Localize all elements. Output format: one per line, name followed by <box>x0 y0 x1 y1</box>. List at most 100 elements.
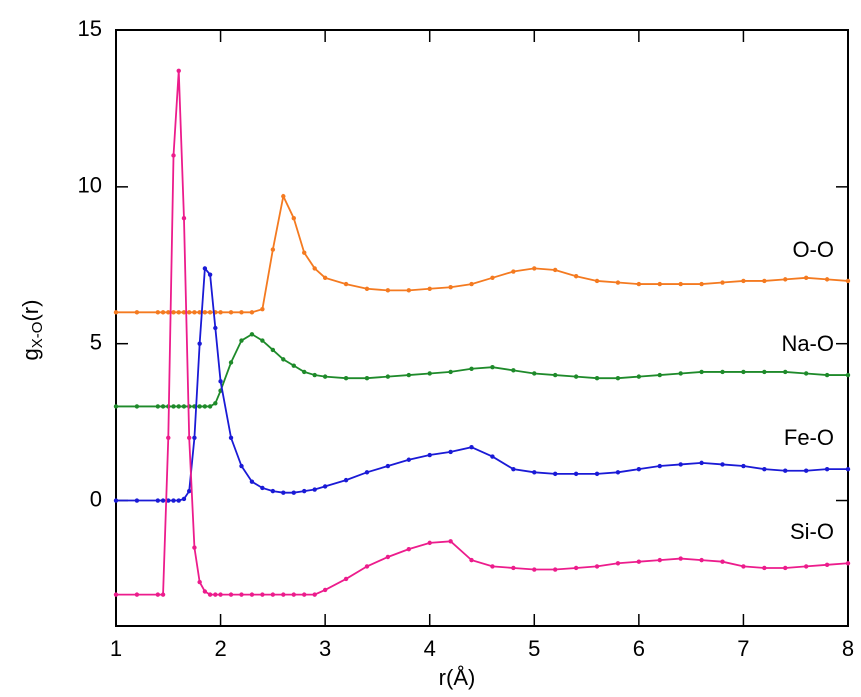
data-point <box>511 368 516 373</box>
data-point <box>202 404 208 409</box>
plot-frame <box>115 29 849 627</box>
data-point <box>160 592 166 597</box>
data-point <box>181 404 187 409</box>
data-point <box>197 310 202 315</box>
data-point <box>427 286 432 291</box>
data-point <box>113 404 119 409</box>
data-point <box>783 369 788 375</box>
data-point <box>312 266 317 271</box>
data-point <box>239 592 244 597</box>
data-point <box>171 153 176 158</box>
data-point <box>260 338 265 343</box>
x-tick-label: 3 <box>319 636 331 661</box>
data-point <box>594 471 600 477</box>
data-point <box>720 369 725 375</box>
data-point <box>448 369 453 375</box>
data-point <box>312 592 317 597</box>
data-point <box>281 357 286 362</box>
data-point <box>385 463 391 469</box>
data-point <box>532 567 537 572</box>
data-point <box>803 564 809 569</box>
data-point <box>490 564 495 569</box>
data-point <box>615 375 621 381</box>
data-point <box>364 375 370 381</box>
data-point <box>281 490 286 495</box>
data-point <box>469 366 474 371</box>
data-point <box>202 589 208 594</box>
data-point <box>490 454 495 459</box>
data-point <box>573 471 579 477</box>
data-point <box>511 269 516 274</box>
data-point <box>202 310 208 315</box>
data-point <box>783 565 788 571</box>
data-point <box>197 404 202 409</box>
data-point <box>490 275 495 281</box>
data-point <box>207 310 213 315</box>
data-point <box>270 347 276 353</box>
data-point <box>260 306 265 312</box>
series-line <box>116 333 848 408</box>
data-point <box>615 280 621 285</box>
data-point <box>594 375 600 381</box>
data-point <box>207 404 213 409</box>
series-line <box>116 70 849 596</box>
data-point <box>803 371 809 376</box>
data-point <box>312 487 317 492</box>
data-point <box>218 592 223 597</box>
data-point <box>406 546 411 552</box>
data-point <box>845 466 851 472</box>
data-point <box>532 470 537 475</box>
data-point <box>636 281 642 287</box>
data-point <box>176 310 181 315</box>
x-tick-label: 8 <box>842 636 854 661</box>
data-point <box>741 463 746 469</box>
y-tick-label: 0 <box>90 486 102 511</box>
data-point <box>762 565 767 571</box>
data-point <box>213 592 218 597</box>
x-tick-label: 4 <box>424 636 436 661</box>
data-point <box>187 310 192 315</box>
data-point <box>553 267 558 273</box>
data-point <box>469 445 474 450</box>
series-label: Fe-O <box>784 425 834 450</box>
data-point <box>176 404 181 409</box>
y-tick-label: 5 <box>90 329 102 354</box>
data-point <box>553 471 558 477</box>
data-point <box>385 288 391 293</box>
data-point <box>113 498 119 503</box>
data-point <box>824 562 830 568</box>
data-point <box>166 310 171 315</box>
data-point <box>213 325 218 331</box>
data-point <box>699 281 704 287</box>
data-point <box>343 576 349 582</box>
data-point <box>343 477 349 483</box>
data-point <box>845 561 851 566</box>
data-point <box>228 310 234 315</box>
data-point <box>406 288 411 293</box>
data-point <box>228 592 234 597</box>
data-point <box>427 452 432 458</box>
data-point <box>270 488 276 494</box>
data-point <box>155 310 161 315</box>
y-axis-label: gX-O(r) <box>18 300 46 361</box>
data-point <box>239 463 244 469</box>
y-label-main: g <box>18 348 43 360</box>
data-point <box>312 372 317 378</box>
data-point <box>636 374 642 379</box>
data-point <box>657 463 662 469</box>
data-point <box>239 310 244 315</box>
series-label: Si-O <box>790 519 834 544</box>
x-tick-label: 5 <box>528 636 540 661</box>
data-point <box>511 565 516 571</box>
data-point <box>385 374 391 379</box>
data-point <box>803 275 809 281</box>
data-point <box>281 592 286 597</box>
data-point <box>553 567 558 572</box>
data-point <box>302 369 307 375</box>
data-point <box>192 435 197 440</box>
series-label: O-O <box>792 237 834 262</box>
data-point <box>239 338 244 343</box>
data-point <box>678 462 683 467</box>
data-point <box>134 498 140 503</box>
data-point <box>657 557 662 563</box>
